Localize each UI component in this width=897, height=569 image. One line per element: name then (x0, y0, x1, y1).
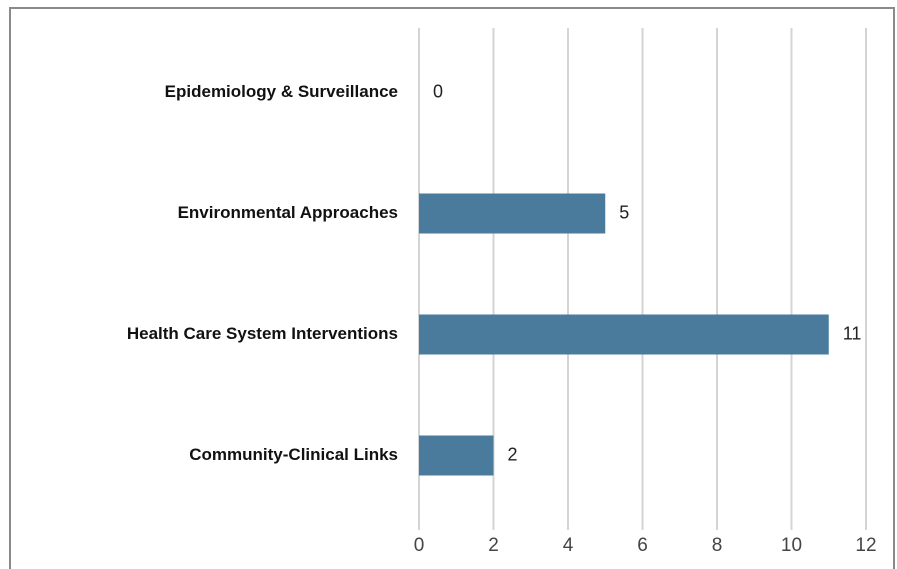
data-label: 0 (433, 81, 443, 101)
y-tick-label: Epidemiology & Surveillance (165, 82, 398, 101)
bar (419, 314, 829, 355)
data-label: 5 (619, 202, 629, 222)
x-tick-label: 0 (414, 535, 425, 556)
x-tick-label: 2 (488, 535, 499, 556)
data-label: 2 (508, 444, 518, 464)
y-tick-label: Community-Clinical Links (189, 445, 398, 464)
x-tick-label: 8 (712, 535, 723, 556)
bar (419, 193, 606, 234)
x-tick-label: 4 (563, 535, 574, 556)
y-tick-label: Environmental Approaches (178, 203, 398, 222)
chart-border (9, 7, 895, 569)
data-label: 11 (843, 323, 862, 343)
x-tick-label: 10 (781, 535, 802, 556)
x-tick-label: 12 (855, 535, 876, 556)
x-tick-label: 6 (637, 535, 648, 556)
bar (419, 435, 494, 476)
y-tick-label: Health Care System Interventions (127, 324, 398, 343)
